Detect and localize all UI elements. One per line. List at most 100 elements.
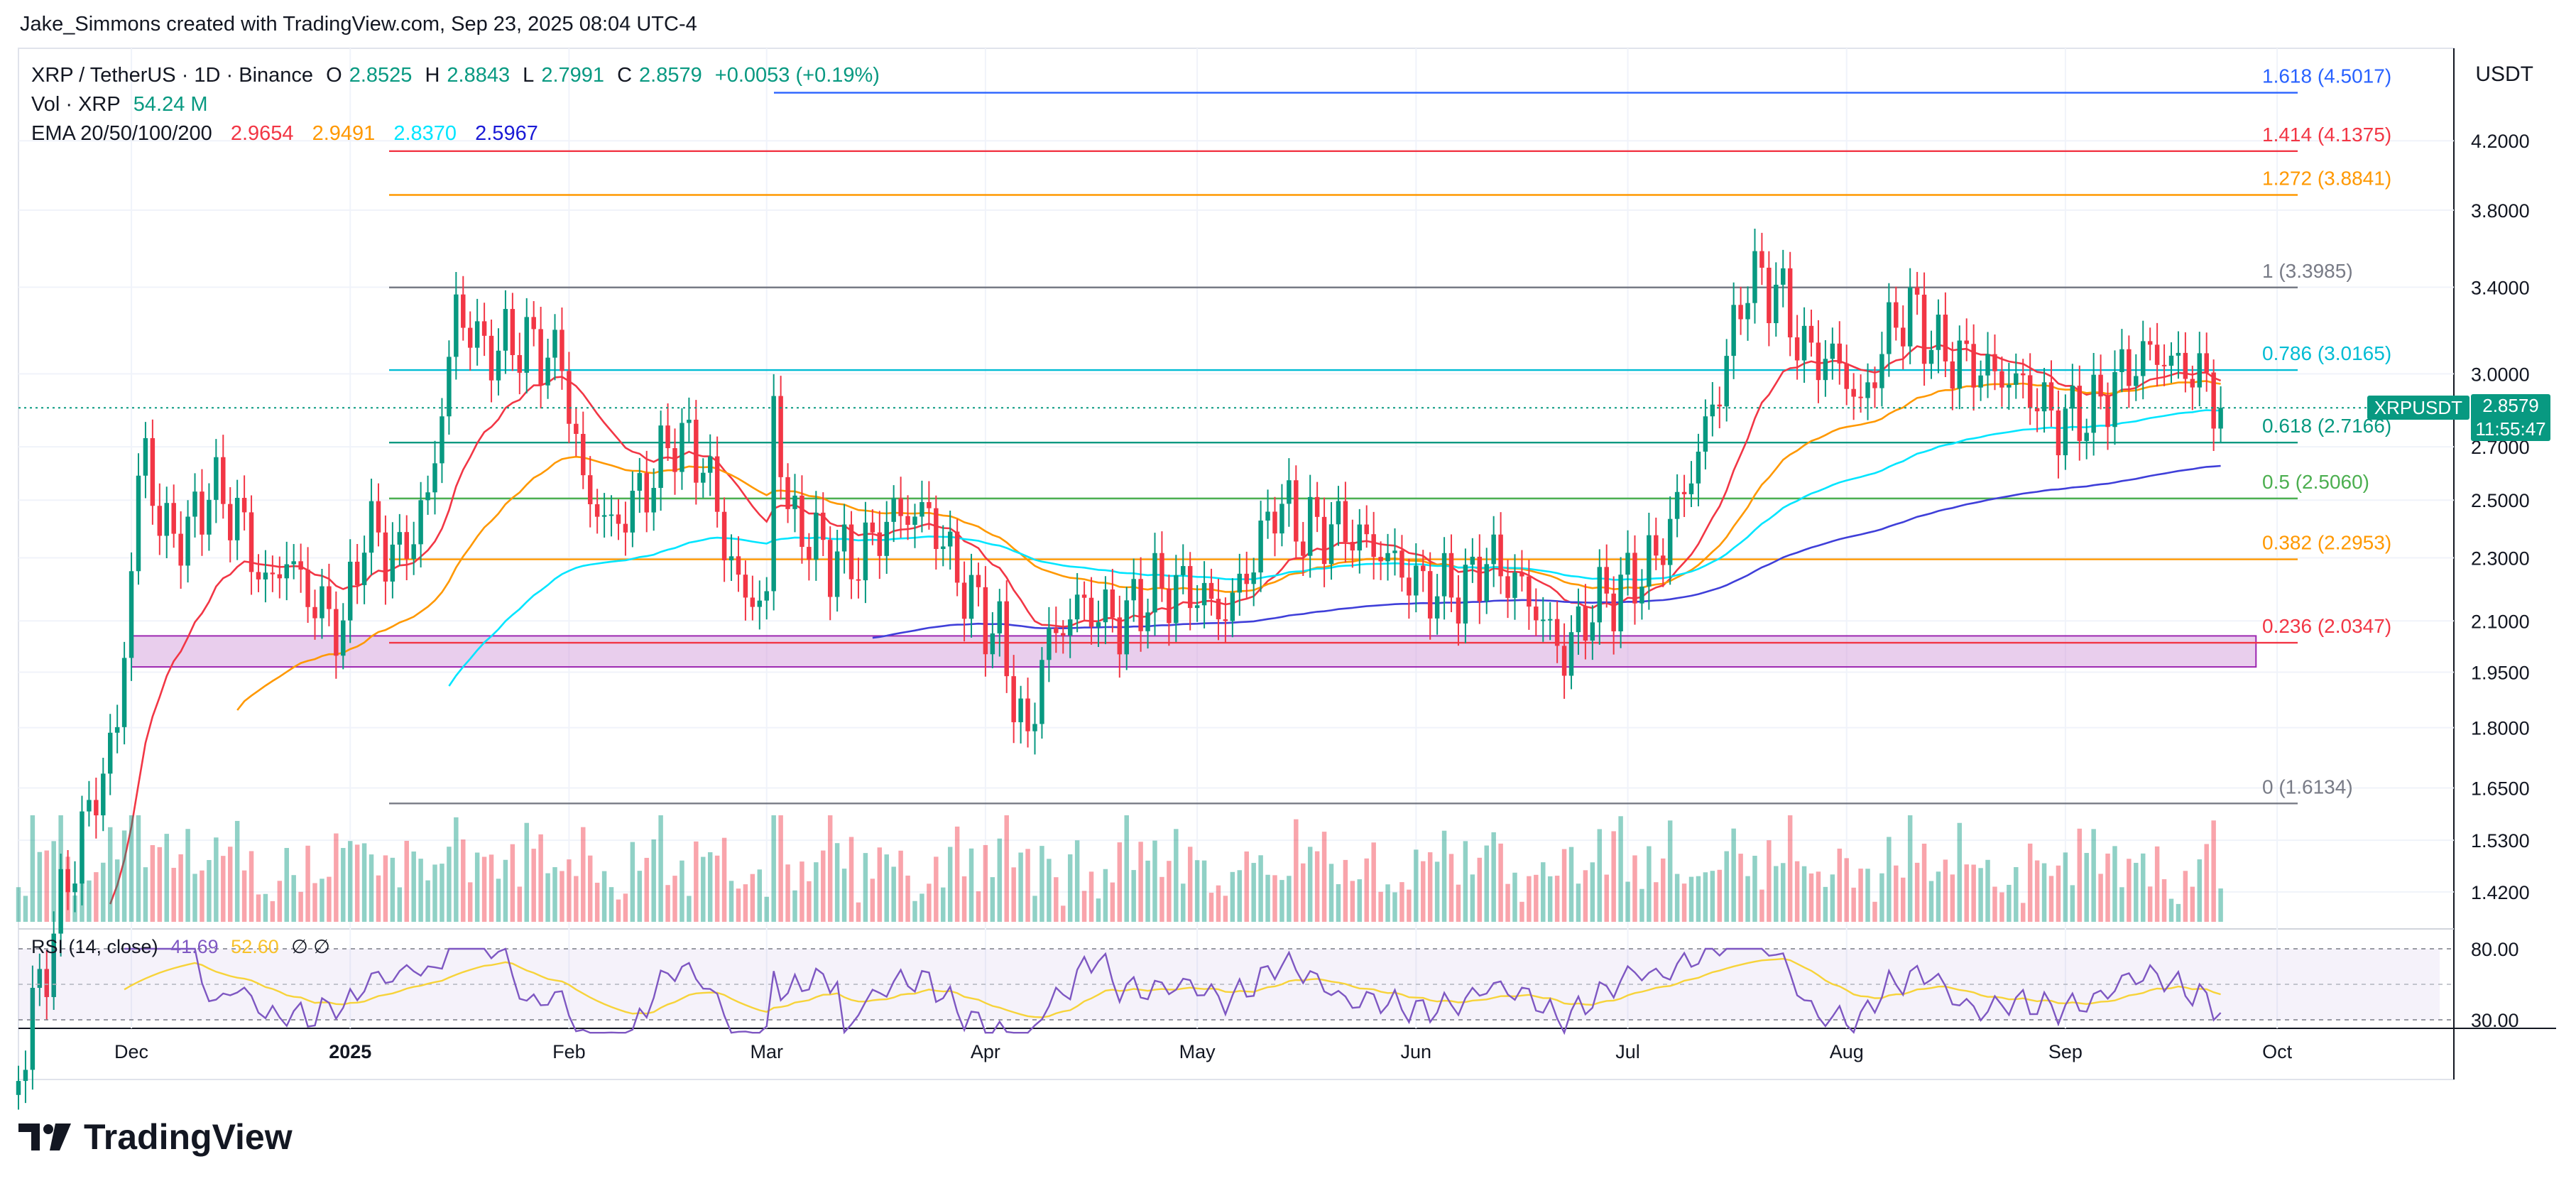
candle bbox=[1456, 575, 1461, 646]
candle-body bbox=[1950, 361, 1955, 389]
candle-body bbox=[1294, 480, 1299, 542]
volume-bar bbox=[1463, 841, 1468, 922]
candle-body bbox=[334, 609, 339, 656]
volume-bar bbox=[354, 844, 360, 922]
candle-body bbox=[503, 309, 508, 351]
candle-body bbox=[1731, 305, 1736, 357]
candle-body bbox=[150, 437, 155, 506]
candle-body bbox=[2119, 349, 2124, 373]
candle bbox=[771, 374, 776, 611]
candle bbox=[121, 641, 127, 745]
candle-body bbox=[1674, 491, 1680, 519]
volume-bar bbox=[771, 815, 776, 922]
candle bbox=[397, 513, 403, 566]
candle-body bbox=[1216, 599, 1221, 620]
volume-bar bbox=[1781, 863, 1786, 922]
fib-label-0: 0 (1.6134) bbox=[2262, 776, 2353, 798]
candle bbox=[750, 575, 755, 621]
volume-bar bbox=[728, 881, 734, 922]
candle-body bbox=[1328, 524, 1334, 565]
candle bbox=[277, 556, 283, 599]
candle-body bbox=[1611, 593, 1616, 631]
volume-bar bbox=[1808, 873, 1814, 922]
ema-legend[interactable]: EMA 20/50/100/200 2.9654 2.9491 2.8370 2… bbox=[31, 122, 545, 146]
volume-bar bbox=[608, 887, 614, 922]
volume-bar bbox=[524, 822, 529, 922]
candle bbox=[2127, 335, 2132, 408]
rsi-legend[interactable]: RSI (14, close) 41.69 52.60 ∅ ∅ bbox=[31, 936, 337, 958]
candle-body bbox=[1618, 575, 1623, 631]
candle-body bbox=[1738, 305, 1743, 320]
candle bbox=[1032, 702, 1037, 755]
candle bbox=[848, 511, 854, 599]
candle bbox=[1152, 533, 1157, 636]
candle-body bbox=[905, 516, 910, 526]
volume-bar bbox=[1371, 842, 1376, 922]
candle-body bbox=[1414, 565, 1419, 596]
candle bbox=[1328, 502, 1334, 580]
volume-bar bbox=[390, 857, 395, 922]
candle-body bbox=[2014, 373, 2019, 385]
candle bbox=[1498, 512, 1503, 594]
candle-body bbox=[2048, 382, 2054, 411]
volume-bar bbox=[680, 860, 684, 922]
volume-bar bbox=[1724, 851, 1729, 922]
candle-body bbox=[1823, 359, 1828, 381]
volume-bar bbox=[736, 888, 741, 922]
volume-bar bbox=[1131, 870, 1136, 922]
candle-body bbox=[1527, 576, 1532, 607]
y-tick-label-1: 3.8000 bbox=[2471, 200, 2530, 222]
volume-bar bbox=[1568, 847, 1574, 922]
symbol-name[interactable]: XRP / TetherUS · 1D · Binance bbox=[31, 64, 314, 87]
candle bbox=[65, 849, 70, 910]
candle-body bbox=[2141, 341, 2146, 376]
volume-bar bbox=[1181, 883, 1186, 922]
currency-label[interactable]: USDT bbox=[2475, 62, 2533, 86]
candle-body bbox=[1321, 516, 1327, 565]
candle-body bbox=[1350, 542, 1355, 551]
candle-body bbox=[545, 357, 550, 386]
volume-bar bbox=[1159, 876, 1164, 922]
volume-bar bbox=[1894, 865, 1899, 922]
candle bbox=[334, 591, 339, 679]
volume-bar bbox=[2021, 903, 2026, 922]
volume-bar bbox=[1414, 849, 1419, 922]
candle-body bbox=[467, 327, 473, 348]
candle bbox=[1618, 557, 1623, 648]
volume-bar bbox=[778, 815, 783, 922]
candle-body bbox=[1554, 619, 1560, 646]
candle-body bbox=[1498, 534, 1503, 577]
candle-body bbox=[1167, 588, 1172, 624]
volume-bar bbox=[1794, 861, 1800, 922]
volume-bar bbox=[814, 862, 819, 922]
candle-body bbox=[701, 472, 706, 483]
candle bbox=[1907, 268, 1913, 364]
candle-body bbox=[164, 503, 169, 536]
candle-body bbox=[891, 498, 896, 522]
candle-body bbox=[630, 491, 635, 533]
volume-bar bbox=[2134, 862, 2139, 922]
candle bbox=[1978, 360, 1983, 401]
candle bbox=[877, 511, 883, 580]
volume-legend[interactable]: Vol · XRP 54.24 M bbox=[31, 93, 215, 116]
volume-bar bbox=[1681, 883, 1687, 922]
candle bbox=[1914, 271, 1920, 315]
tradingview-logo[interactable]: TradingView bbox=[18, 1116, 293, 1158]
candle-body bbox=[1597, 567, 1603, 623]
volume-bar bbox=[1152, 840, 1157, 922]
volume-bar bbox=[1858, 869, 1863, 922]
candle-body bbox=[2105, 396, 2110, 428]
volume-bar bbox=[863, 853, 868, 922]
candle-body bbox=[834, 551, 840, 597]
volume-bar bbox=[1364, 858, 1369, 922]
candle bbox=[425, 475, 430, 515]
candle bbox=[1541, 597, 1546, 642]
volume-bar bbox=[1547, 876, 1553, 922]
candle-body bbox=[1244, 573, 1249, 584]
candle bbox=[1201, 561, 1207, 629]
candle-body bbox=[687, 419, 692, 423]
candle-body bbox=[567, 371, 572, 424]
candle bbox=[461, 276, 466, 341]
